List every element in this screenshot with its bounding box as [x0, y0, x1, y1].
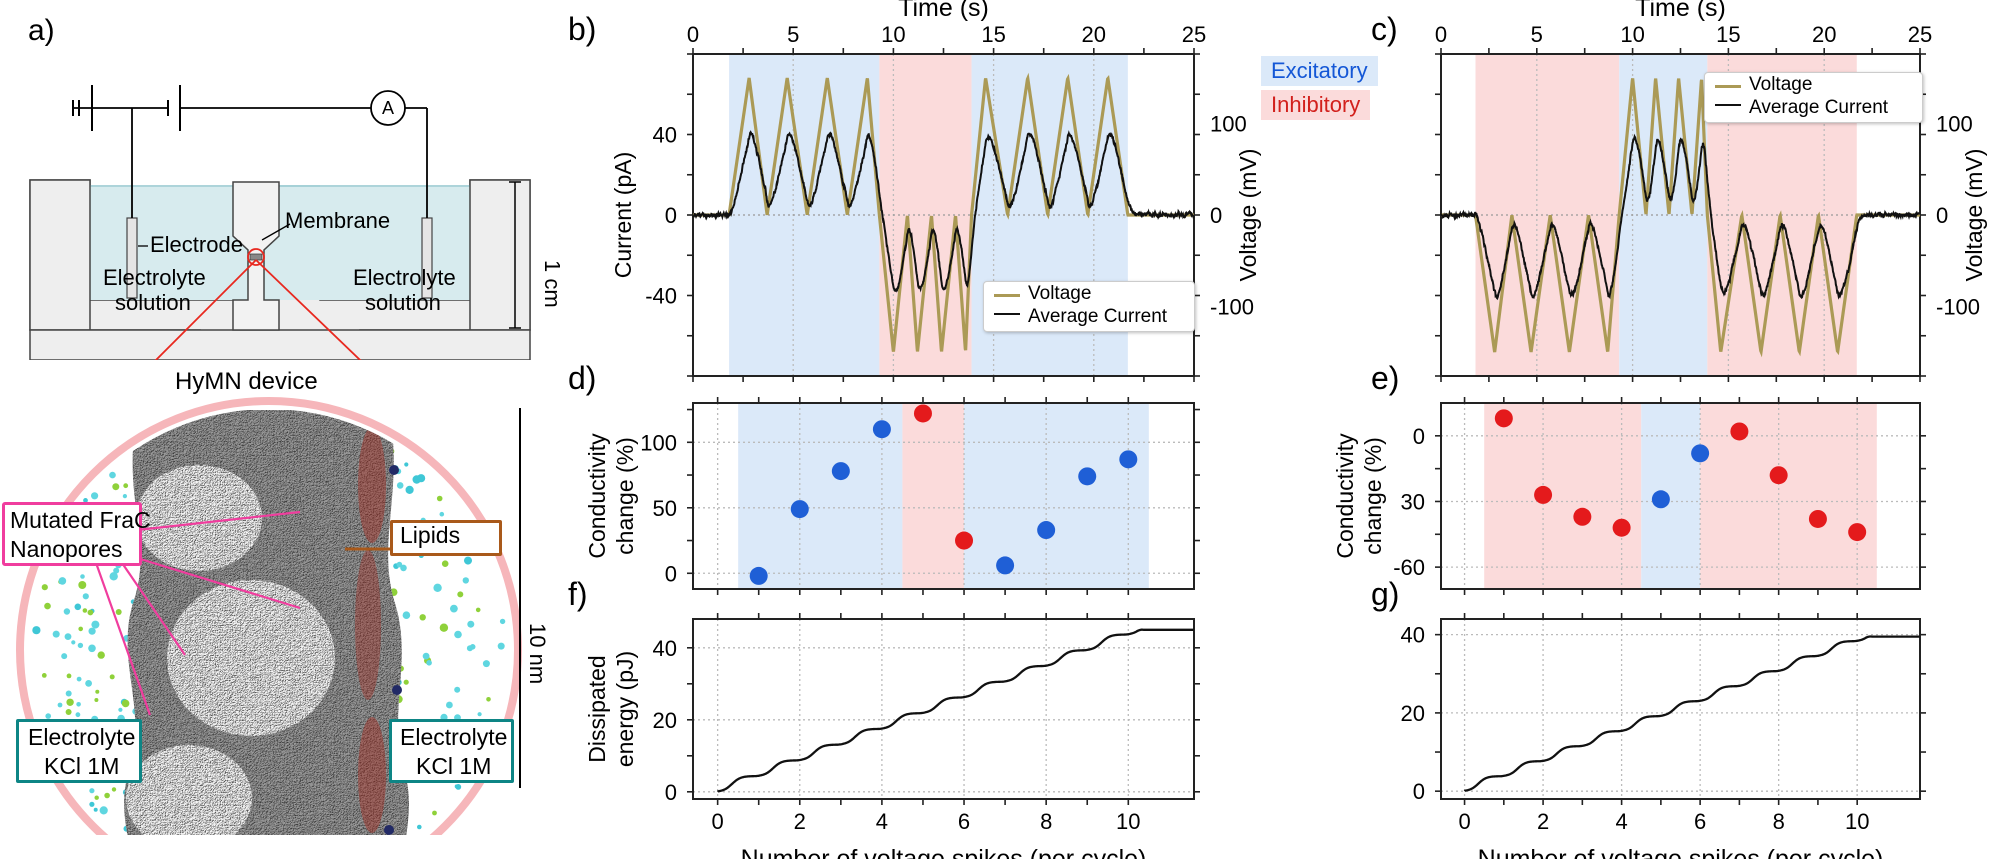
svg-text:20: 20: [1082, 22, 1106, 47]
svg-text:15: 15: [981, 22, 1005, 47]
svg-text:15: 15: [1716, 22, 1740, 47]
svg-text:20: 20: [1401, 701, 1425, 726]
svg-text:0: 0: [1936, 203, 1948, 228]
svg-text:0: 0: [1413, 779, 1425, 804]
svg-text:50: 50: [653, 496, 677, 521]
svg-text:d): d): [568, 360, 596, 396]
svg-text:0: 0: [1458, 809, 1470, 834]
svg-text:b): b): [568, 11, 596, 47]
svg-text:Time (s): Time (s): [898, 0, 989, 22]
svg-text:change (%): change (%): [1360, 437, 1386, 555]
svg-text:0: 0: [665, 561, 677, 586]
svg-text:Voltage (mV): Voltage (mV): [1961, 149, 1987, 282]
svg-text:Current (pA): Current (pA): [610, 152, 636, 279]
svg-text:0: 0: [665, 780, 677, 805]
svg-text:2: 2: [794, 809, 806, 834]
svg-text:10: 10: [1845, 809, 1869, 834]
svg-text:6: 6: [958, 809, 970, 834]
svg-text:Number of voltage spikes (per: Number of voltage spikes (per cycle): [741, 845, 1147, 859]
svg-text:20: 20: [653, 708, 677, 733]
svg-text:5: 5: [1531, 22, 1543, 47]
svg-text:10: 10: [1620, 22, 1644, 47]
svg-text:100: 100: [1936, 112, 1973, 137]
svg-text:Conductivity: Conductivity: [584, 433, 610, 559]
svg-text:c): c): [1371, 11, 1398, 47]
svg-text:25: 25: [1908, 22, 1932, 47]
svg-text:100: 100: [1210, 112, 1247, 137]
svg-text:10: 10: [1116, 809, 1140, 834]
svg-text:25: 25: [1182, 22, 1206, 47]
svg-text:10: 10: [881, 22, 905, 47]
svg-text:Conductivity: Conductivity: [1332, 433, 1358, 559]
svg-text:40: 40: [653, 636, 677, 661]
svg-text:40: 40: [1401, 623, 1425, 648]
svg-text:change (%): change (%): [612, 437, 638, 555]
svg-text:8: 8: [1773, 809, 1785, 834]
svg-text:0: 0: [665, 203, 677, 228]
svg-text:0: 0: [1435, 22, 1447, 47]
svg-text:0: 0: [711, 809, 723, 834]
svg-text:0: 0: [1210, 203, 1222, 228]
svg-text:2: 2: [1537, 809, 1549, 834]
svg-text:Time (s): Time (s): [1635, 0, 1726, 22]
svg-text:energy (pJ): energy (pJ): [612, 651, 638, 767]
svg-text:10 nm: 10 nm: [525, 623, 550, 684]
svg-text:f): f): [568, 576, 588, 612]
svg-text:6: 6: [1694, 809, 1706, 834]
svg-text:g): g): [1371, 576, 1399, 612]
svg-text:0: 0: [687, 22, 699, 47]
svg-text:-100: -100: [1936, 295, 1980, 320]
svg-text:e): e): [1371, 360, 1399, 396]
svg-text:20: 20: [1812, 22, 1836, 47]
svg-text:30: 30: [1401, 490, 1425, 515]
svg-text:Dissipated: Dissipated: [584, 655, 610, 762]
svg-text:Number of voltage spikes (per: Number of voltage spikes (per cycle): [1478, 845, 1884, 859]
svg-text:40: 40: [653, 123, 677, 148]
svg-text:4: 4: [876, 809, 888, 834]
svg-text:Voltage (mV): Voltage (mV): [1235, 149, 1261, 282]
svg-text:5: 5: [787, 22, 799, 47]
svg-text:-40: -40: [645, 284, 677, 309]
svg-text:100: 100: [640, 430, 677, 455]
svg-text:4: 4: [1615, 809, 1627, 834]
svg-text:0: 0: [1413, 424, 1425, 449]
svg-text:-100: -100: [1210, 295, 1254, 320]
svg-text:8: 8: [1040, 809, 1052, 834]
